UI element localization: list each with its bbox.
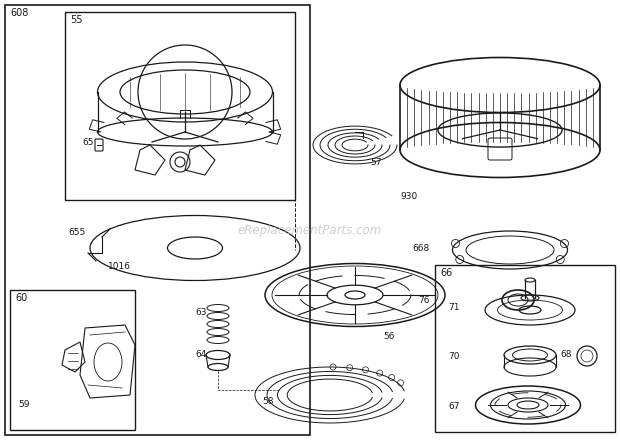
Text: 67: 67: [448, 402, 459, 411]
Text: 66: 66: [440, 268, 452, 278]
Bar: [65, 12, 295, 200]
Bar: [10, 290, 135, 430]
Text: 56: 56: [383, 332, 394, 341]
Text: 64: 64: [195, 350, 206, 359]
Text: 608: 608: [10, 8, 29, 18]
Bar: [435, 265, 615, 432]
Text: 71: 71: [448, 303, 459, 312]
Text: 70: 70: [448, 352, 459, 361]
Text: 63: 63: [195, 308, 206, 317]
Text: 55: 55: [70, 15, 82, 25]
Text: 930: 930: [400, 192, 417, 201]
Text: 68: 68: [560, 350, 572, 359]
Text: 668: 668: [412, 244, 429, 253]
Bar: [5, 5, 310, 435]
Text: 76: 76: [418, 296, 430, 305]
Text: 65: 65: [82, 138, 94, 147]
Text: 60: 60: [15, 293, 27, 303]
Text: 57: 57: [370, 158, 381, 167]
Text: 655: 655: [68, 228, 86, 237]
Text: 1016: 1016: [108, 262, 131, 271]
Text: 59: 59: [18, 400, 30, 409]
Text: eReplacementParts.com: eReplacementParts.com: [238, 224, 382, 237]
Text: 58: 58: [262, 397, 273, 406]
